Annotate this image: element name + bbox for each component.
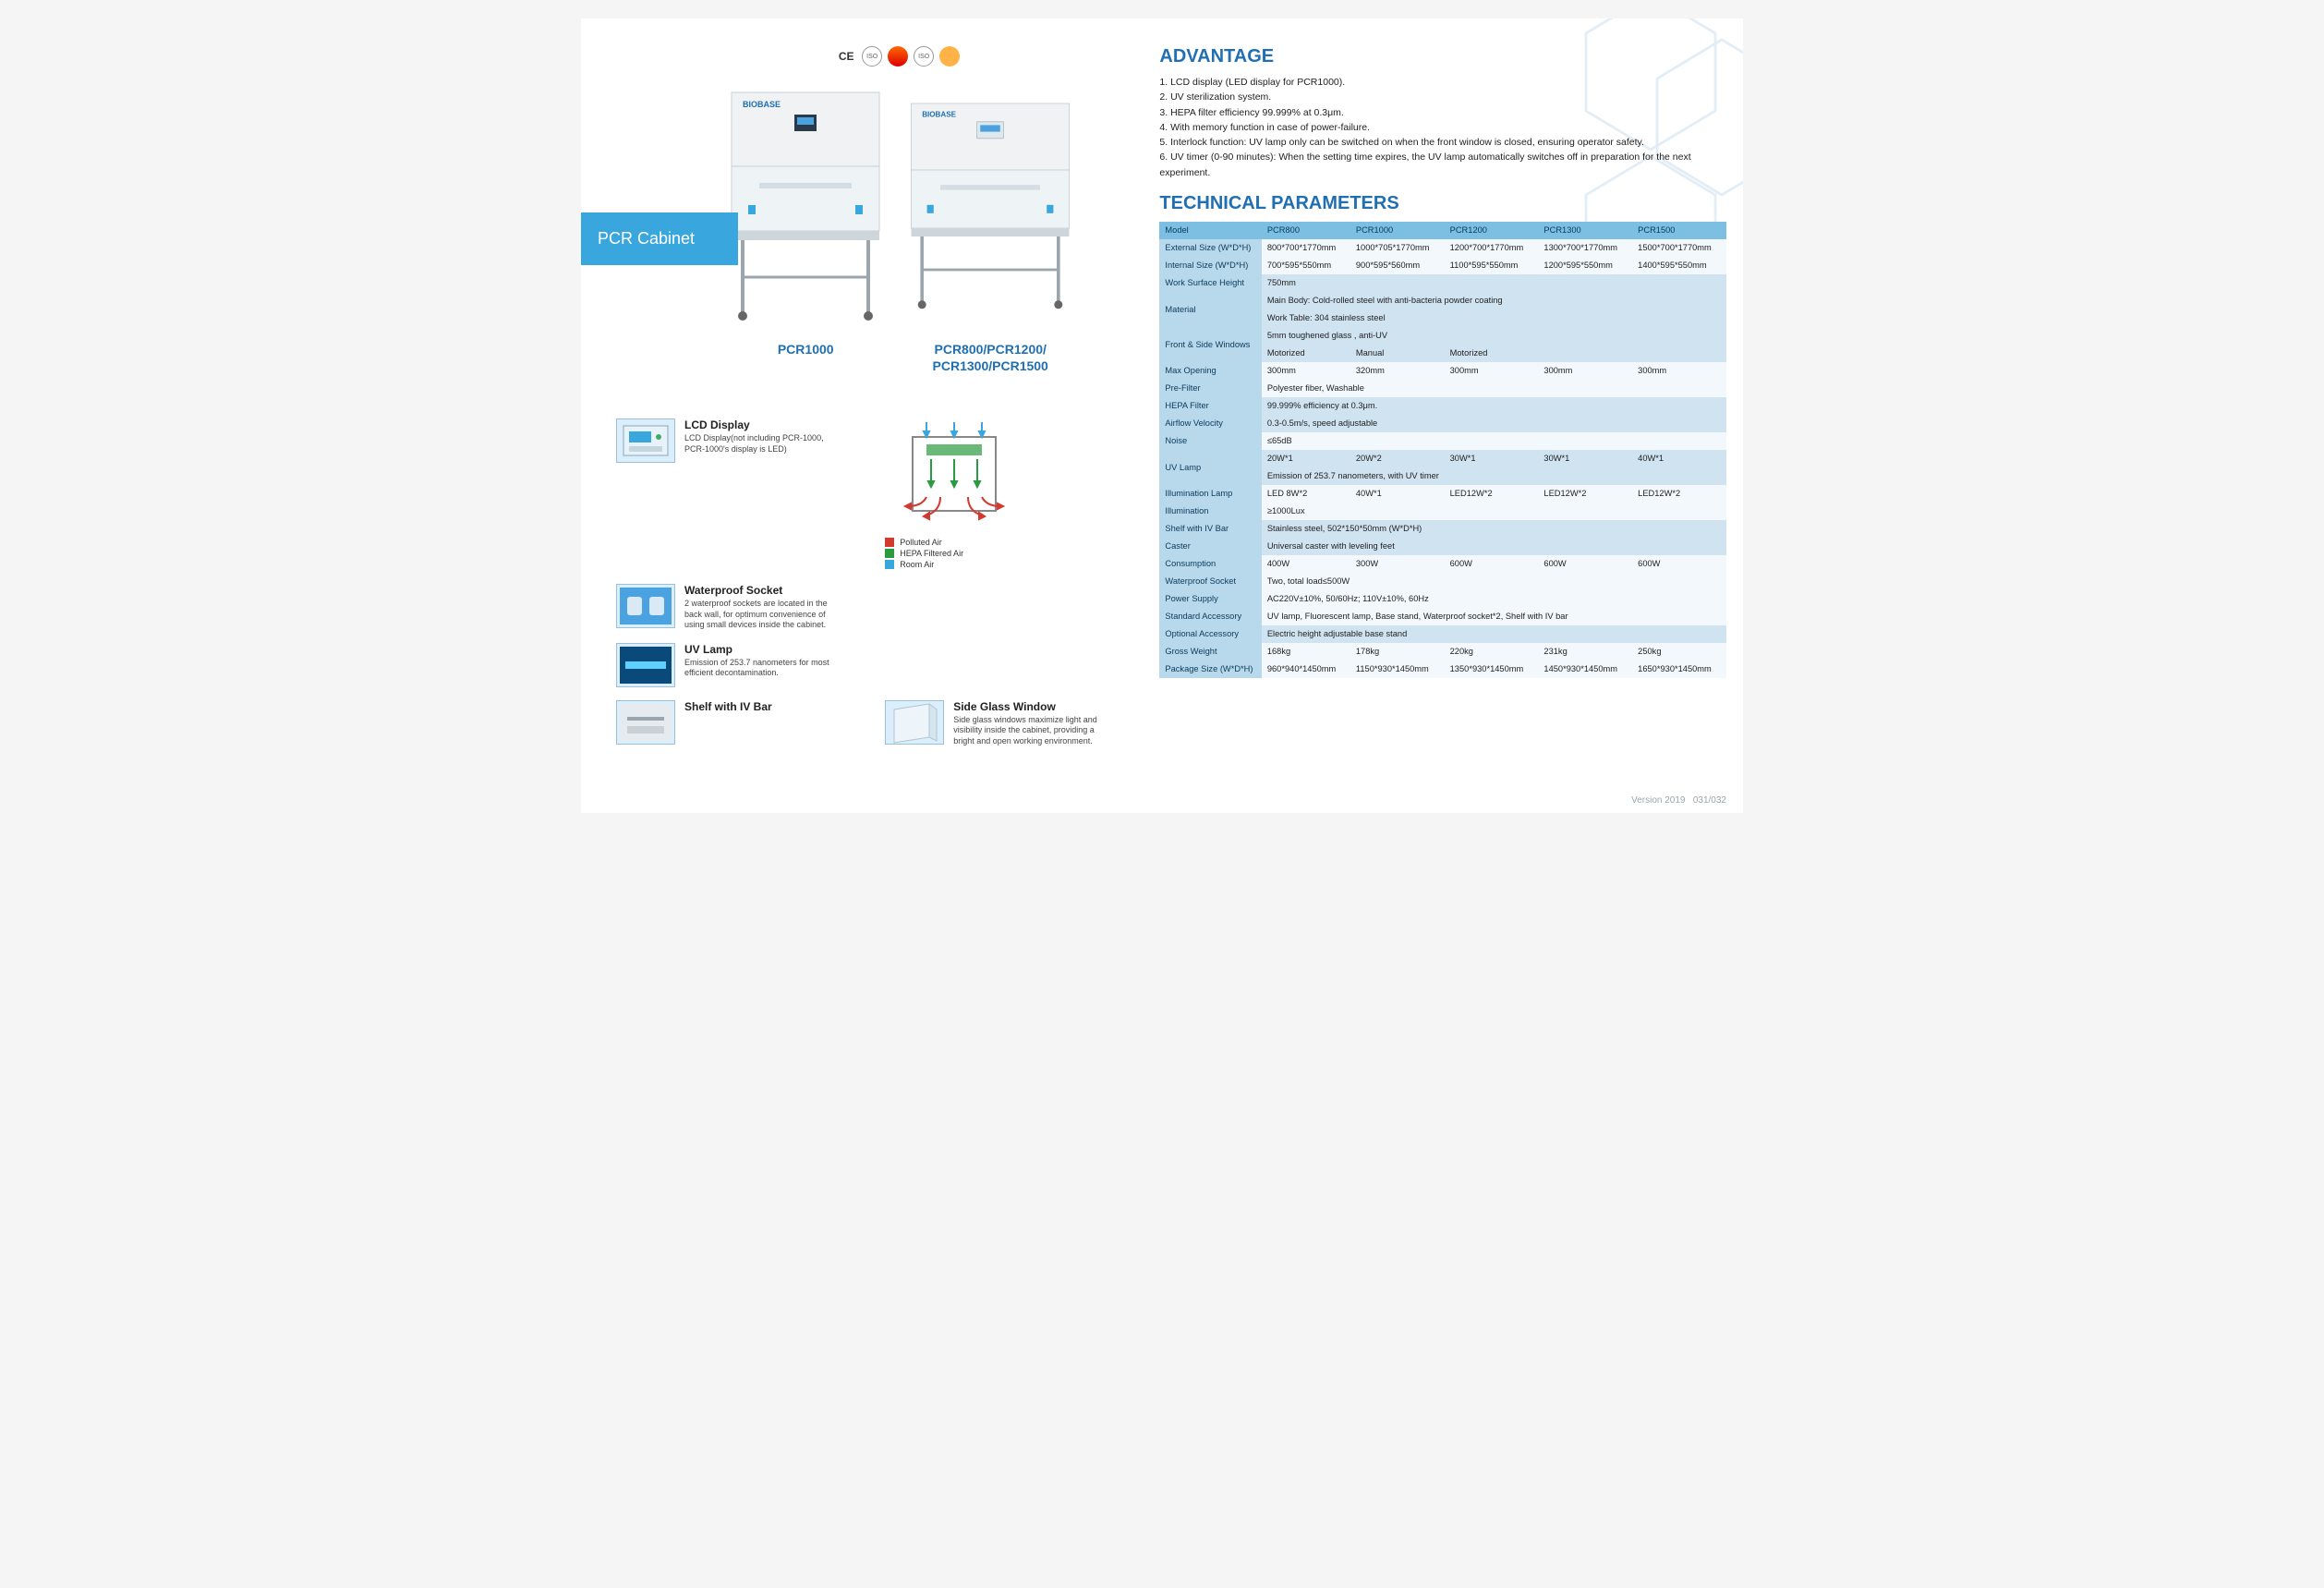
table-row: UV Lamp20W*120W*230W*130W*140W*1	[1159, 450, 1726, 467]
table-row: Noise≤65dB	[1159, 432, 1726, 450]
table-row: Package Size (W*D*H)960*940*1450mm1150*9…	[1159, 661, 1726, 678]
adv-item: 3. HEPA filter efficiency 99.999% at 0.3…	[1159, 105, 1726, 120]
legend-room-swatch	[885, 560, 894, 569]
spec-table: Model PCR800 PCR1000 PCR1200 PCR1300 PCR…	[1159, 222, 1726, 678]
table-row: Front & Side Windows5mm toughened glass …	[1159, 327, 1726, 345]
airflow-legend: Polluted Air HEPA Filtered Air Room Air	[885, 538, 1132, 569]
adv-item: 4. With memory function in case of power…	[1159, 120, 1726, 135]
feature-uv: UV Lamp Emission of 253.7 nanometers for…	[616, 643, 863, 687]
feature-desc: 2 waterproof sockets are located in the …	[684, 599, 832, 630]
side-window-thumb	[885, 700, 944, 745]
feature-title: Side Glass Window	[953, 700, 1101, 713]
table-header-row: Model PCR800 PCR1000 PCR1200 PCR1300 PCR…	[1159, 222, 1726, 239]
table-row: HEPA Filter99.999% efficiency at 0.3μm.	[1159, 397, 1726, 415]
title-band: PCR Cabinet	[581, 212, 738, 265]
feature-title: Shelf with IV Bar	[684, 700, 772, 713]
airflow-diagram	[885, 418, 1023, 529]
feature-socket: Waterproof Socket 2 waterproof sockets a…	[616, 584, 863, 630]
table-row: Standard AccessoryUV lamp, Fluorescent l…	[1159, 608, 1726, 625]
certification-row: CE ISO ISO	[664, 46, 1132, 67]
table-row: Gross Weight168kg178kg220kg231kg250kg	[1159, 643, 1726, 661]
shelf-thumb	[616, 700, 675, 745]
adv-item: 1. LCD display (LED display for PCR1000)…	[1159, 75, 1726, 90]
table-row: Airflow Velocity0.3-0.5m/s, speed adjust…	[1159, 415, 1726, 432]
table-row: External Size (W*D*H)800*700*1770mm1000*…	[1159, 239, 1726, 257]
tech-heading: TECHNICAL PARAMETERS	[1159, 193, 1726, 214]
legend-hepa-swatch	[885, 549, 894, 558]
table-row: MaterialMain Body: Cold-rolled steel wit…	[1159, 292, 1726, 309]
feature-side-window: Side Glass Window Side glass windows max…	[885, 700, 1132, 746]
page-footer: Version 2019 031/032	[1631, 795, 1726, 806]
feature-desc: LCD Display(not including PCR-1000, PCR-…	[684, 433, 832, 455]
flame-badge-icon	[888, 46, 908, 67]
left-column: CE ISO ISO PCR Cabinet BIOBASE	[581, 18, 1150, 813]
cabinet-right: BIOBASE PCR800/PCR1200/ PCR1300/PCR1500	[907, 83, 1073, 374]
legend-polluted-swatch	[885, 538, 894, 547]
adv-item: 2. UV sterilization system.	[1159, 90, 1726, 104]
feature-lcd: LCD Display LCD Display(not including PC…	[616, 418, 863, 571]
feature-title: UV Lamp	[684, 643, 832, 656]
brand-label: BIOBASE	[743, 100, 781, 109]
iso-badge-1-icon: ISO	[862, 46, 882, 67]
feature-title: LCD Display	[684, 418, 832, 431]
table-row: Power SupplyAC220V±10%, 50/60Hz; 110V±10…	[1159, 590, 1726, 608]
feature-airflow: Polluted Air HEPA Filtered Air Room Air	[885, 418, 1132, 571]
table-row: Optional AccessoryElectric height adjust…	[1159, 625, 1726, 643]
adv-item: 5. Interlock function: UV lamp only can …	[1159, 135, 1726, 150]
table-row: Max Opening300mm320mm300mm300mm300mm	[1159, 362, 1726, 380]
table-row: Work Surface Height750mm	[1159, 274, 1726, 292]
table-row: Consumption400W300W600W600W600W	[1159, 555, 1726, 573]
table-row: Waterproof SocketTwo, total load≤500W	[1159, 573, 1726, 590]
advantage-list: 1. LCD display (LED display for PCR1000)…	[1159, 75, 1726, 180]
right-column: ADVANTAGE 1. LCD display (LED display fo…	[1150, 18, 1743, 813]
feature-title: Waterproof Socket	[684, 584, 832, 597]
table-row: Internal Size (W*D*H)700*595*550mm900*59…	[1159, 257, 1726, 274]
features-grid: LCD Display LCD Display(not including PC…	[616, 418, 1132, 746]
cabinet-left-label: PCR1000	[722, 341, 889, 358]
spec-sheet-page: CE ISO ISO PCR Cabinet BIOBASE	[581, 18, 1743, 813]
cabinet-illustration-pcr800: BIOBASE	[907, 83, 1073, 323]
check-badge-icon	[939, 46, 960, 67]
iso-badge-2-icon: ISO	[914, 46, 934, 67]
feature-desc: Emission of 253.7 nanometers for most ef…	[684, 658, 832, 679]
table-row: CasterUniversal caster with leveling fee…	[1159, 538, 1726, 555]
cabinet-left: BIOBASE PCR1000	[722, 83, 889, 374]
cabinet-right-label: PCR800/PCR1200/ PCR1300/PCR1500	[907, 341, 1073, 374]
brand-label: BIOBASE	[922, 110, 956, 118]
lcd-thumb	[616, 418, 675, 463]
table-row: Illumination≥1000Lux	[1159, 503, 1726, 520]
cabinet-illustration-pcr1000: BIOBASE	[722, 83, 889, 323]
table-row: Illumination LampLED 8W*240W*1LED12W*2LE…	[1159, 485, 1726, 503]
uv-thumb	[616, 643, 675, 687]
socket-thumb	[616, 584, 675, 628]
page-title: PCR Cabinet	[598, 229, 695, 248]
adv-item: 6. UV timer (0-90 minutes): When the set…	[1159, 150, 1726, 180]
table-row: Shelf with IV BarStainless steel, 502*15…	[1159, 520, 1726, 538]
feature-desc: Side glass windows maximize light and vi…	[953, 715, 1101, 746]
table-row: Pre-FilterPolyester fiber, Washable	[1159, 380, 1726, 397]
feature-shelf: Shelf with IV Bar	[616, 700, 863, 746]
ce-mark-icon: CE	[836, 46, 856, 67]
advantage-heading: ADVANTAGE	[1159, 46, 1726, 67]
